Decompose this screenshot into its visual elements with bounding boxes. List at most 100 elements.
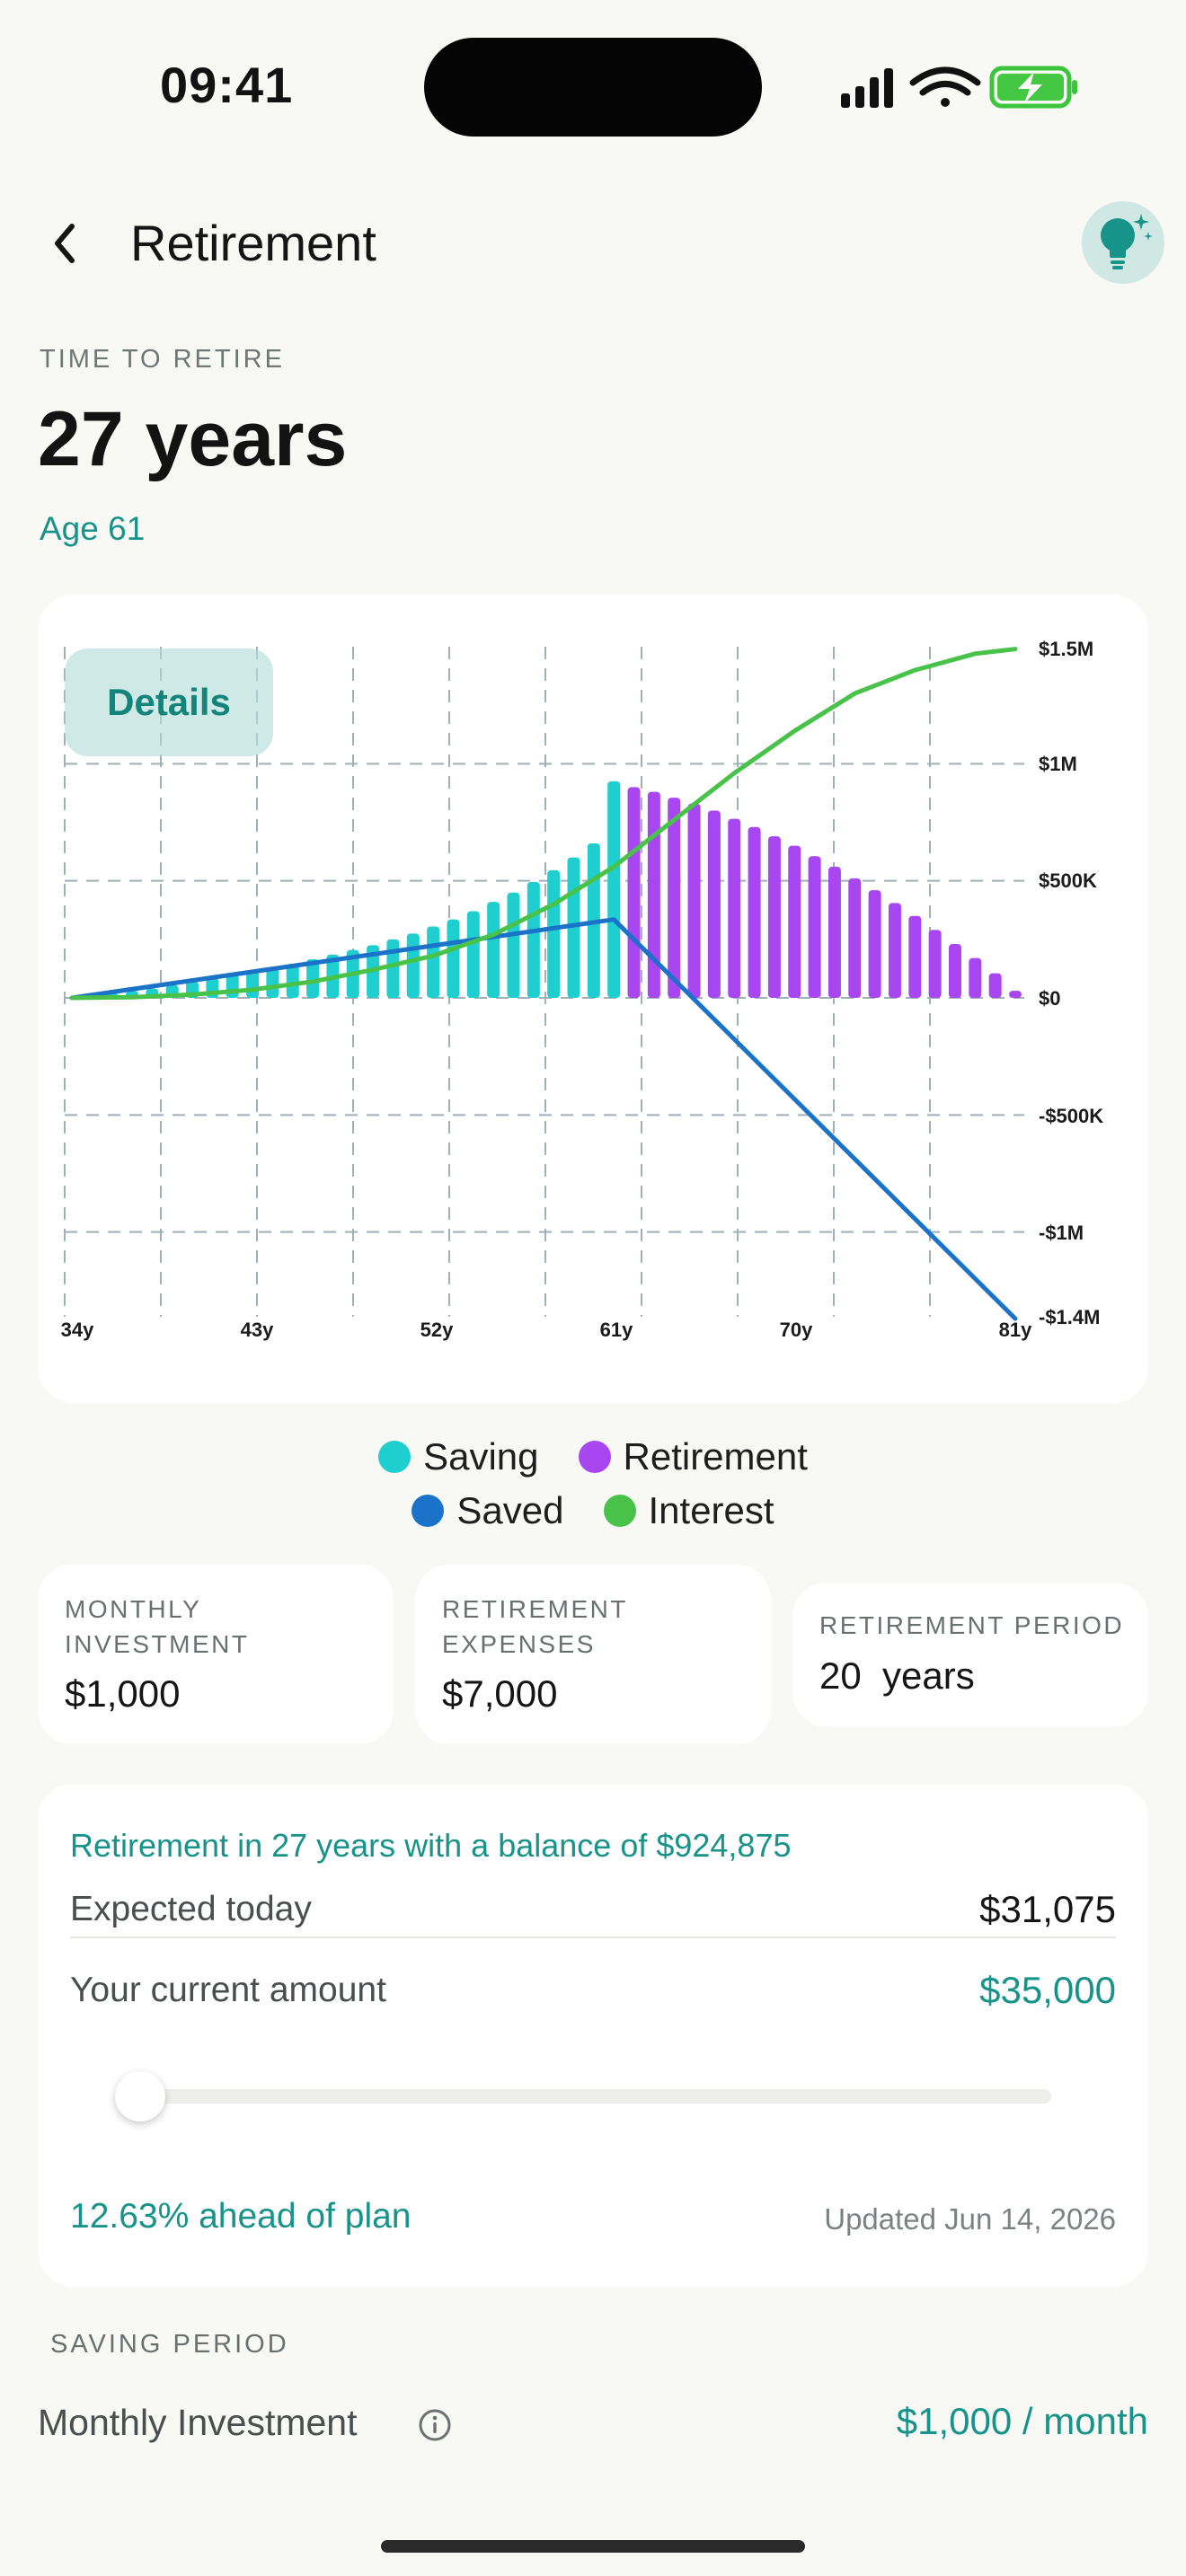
x-tick-label: 81y bbox=[999, 1319, 1032, 1341]
updated-date: Updated Jun 14, 2026 bbox=[824, 2202, 1116, 2236]
stat-label-line: RETIREMENT bbox=[442, 1595, 628, 1623]
bar-retirement bbox=[687, 803, 701, 998]
legend-item-retirement: Retirement bbox=[578, 1435, 808, 1478]
monthly-investment-value[interactable]: $1,000 / month bbox=[896, 2400, 1148, 2442]
y-tick-label: $1M bbox=[1039, 753, 1077, 775]
stat-label: RETIREMENT PERIOD bbox=[819, 1608, 1124, 1643]
bar-saving bbox=[487, 902, 500, 998]
y-tick-label: $1.5M bbox=[1039, 638, 1093, 660]
y-tick-label: $0 bbox=[1039, 987, 1060, 1010]
bar-saving bbox=[306, 958, 320, 998]
retirement-chart: $1.5M $1M $500K $0 -$500K -$1M -$1.4M 34y 43y 52y… bbox=[61, 638, 1104, 1341]
saving-period-label: SAVING PERIOD bbox=[50, 2330, 289, 2359]
legend-label-retirement: Retirement bbox=[623, 1435, 808, 1478]
x-tick-label: 70y bbox=[780, 1319, 813, 1341]
legend-dot-retirement bbox=[578, 1441, 611, 1473]
back-chevron-icon[interactable] bbox=[40, 212, 90, 275]
bar-retirement bbox=[948, 944, 961, 998]
bar-saving bbox=[386, 939, 400, 998]
y-tick-label: $500K bbox=[1039, 869, 1097, 892]
legend-item-saved: Saved bbox=[412, 1489, 564, 1532]
bar-saving bbox=[226, 974, 239, 998]
bar-retirement bbox=[848, 878, 862, 998]
y-tick-label: -$1M bbox=[1039, 1222, 1084, 1244]
legend-row-2: Saved Interest bbox=[0, 1489, 1186, 1532]
bar-retirement bbox=[767, 836, 781, 998]
signal-icon bbox=[841, 68, 893, 108]
legend-row-1: Saving Retirement bbox=[0, 1435, 1186, 1478]
bar-retirement bbox=[868, 890, 881, 998]
bar-retirement bbox=[627, 787, 641, 998]
time-to-retire-label: TIME TO RETIRE bbox=[40, 345, 285, 374]
current-amount-label: Your current amount bbox=[70, 1971, 386, 2009]
current-amount-slider-thumb[interactable] bbox=[115, 2071, 165, 2122]
bar-saving bbox=[547, 869, 561, 998]
current-amount-value[interactable]: $35,000 bbox=[979, 1969, 1116, 2011]
x-tick-label: 34y bbox=[61, 1319, 94, 1341]
stat-value: $1,000 bbox=[65, 1672, 181, 1715]
stat-label-line: EXPENSES bbox=[442, 1630, 596, 1658]
legend-dot-saved bbox=[412, 1495, 445, 1527]
bar-retirement bbox=[988, 973, 1002, 998]
bar-retirement bbox=[728, 818, 741, 998]
bar-retirement bbox=[707, 810, 721, 998]
bar-saving bbox=[607, 781, 621, 998]
bar-saving bbox=[246, 971, 260, 998]
retirement-period-card[interactable]: RETIREMENT PERIOD 20 years bbox=[792, 1583, 1148, 1726]
bar-retirement bbox=[928, 930, 942, 998]
bar-saving bbox=[406, 933, 420, 998]
bar-retirement bbox=[1009, 991, 1022, 998]
stat-value: 20 years bbox=[819, 1654, 975, 1697]
line-saved bbox=[69, 917, 1018, 1321]
status-time: 09:41 bbox=[160, 57, 294, 113]
bar-saving bbox=[447, 919, 460, 998]
legend-dot-interest bbox=[603, 1495, 636, 1527]
wifi-icon bbox=[909, 66, 981, 107]
legend-item-saving: Saving bbox=[378, 1435, 539, 1478]
bar-saving bbox=[266, 967, 279, 998]
stat-label-line: INVESTMENT bbox=[65, 1630, 250, 1658]
monthly-investment-label: Monthly Investment bbox=[38, 2402, 358, 2443]
bar-saving bbox=[507, 892, 520, 998]
ahead-of-plan-text: 12.63% ahead of plan bbox=[70, 2197, 412, 2236]
y-tick-label: -$1.4M bbox=[1039, 1306, 1100, 1328]
legend-label-saved: Saved bbox=[456, 1489, 564, 1531]
stat-label: RETIREMENT EXPENSES bbox=[442, 1592, 628, 1662]
retirement-age: Age 61 bbox=[40, 510, 146, 547]
stat-label-line: RETIREMENT PERIOD bbox=[819, 1611, 1125, 1639]
legend-label-saving: Saving bbox=[423, 1435, 539, 1478]
x-tick-label: 52y bbox=[420, 1319, 454, 1341]
monthly-investment-card[interactable]: MONTHLY INVESTMENT $1,000 bbox=[38, 1565, 394, 1744]
details-button[interactable]: Details bbox=[65, 648, 273, 756]
stat-label-line: MONTHLY bbox=[65, 1595, 202, 1623]
bar-retirement bbox=[969, 957, 982, 998]
summary-card: Retirement in 27 years with a balance of… bbox=[38, 1784, 1148, 2287]
home-indicator bbox=[381, 2540, 805, 2553]
time-to-retire-value: 27 years bbox=[38, 396, 348, 482]
tips-button[interactable] bbox=[1082, 201, 1164, 284]
bar-retirement bbox=[808, 856, 821, 998]
legend-item-interest: Interest bbox=[603, 1489, 774, 1532]
battery-charging-icon bbox=[989, 66, 1077, 109]
divider bbox=[70, 1936, 1116, 1938]
bar-saving bbox=[427, 926, 440, 998]
legend-dot-saving bbox=[378, 1441, 412, 1473]
summary-title: Retirement in 27 years with a balance of… bbox=[70, 1827, 792, 1864]
bar-saving bbox=[466, 911, 480, 998]
legend-label-interest: Interest bbox=[648, 1489, 774, 1531]
current-amount-slider-track[interactable] bbox=[140, 2089, 1051, 2104]
bar-retirement bbox=[668, 798, 681, 998]
bar-saving bbox=[286, 964, 299, 998]
dynamic-island bbox=[424, 38, 762, 137]
bar-retirement bbox=[828, 867, 841, 998]
info-icon[interactable] bbox=[417, 2407, 453, 2443]
bar-retirement bbox=[788, 845, 801, 998]
expected-today-label: Expected today bbox=[70, 1890, 312, 1928]
stat-value: $7,000 bbox=[442, 1672, 558, 1715]
stat-label: MONTHLY INVESTMENT bbox=[65, 1592, 249, 1662]
page-title: Retirement bbox=[130, 215, 376, 271]
x-tick-label: 43y bbox=[241, 1319, 274, 1341]
bar-retirement bbox=[908, 915, 922, 998]
lightbulb-sparkle-icon bbox=[1101, 214, 1153, 269]
retirement-expenses-card[interactable]: RETIREMENT EXPENSES $7,000 bbox=[415, 1565, 771, 1744]
